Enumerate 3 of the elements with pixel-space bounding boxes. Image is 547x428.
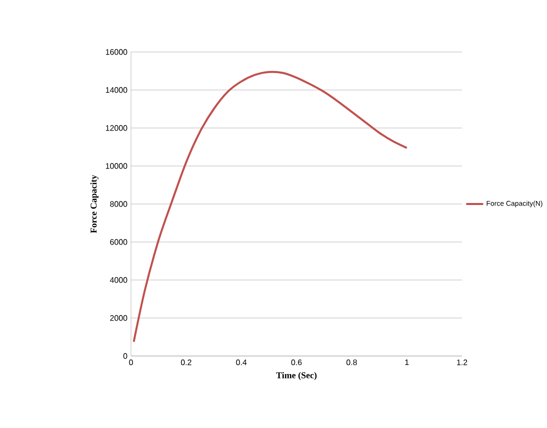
y-axis-title: Force Capacity — [90, 174, 98, 234]
line-series — [132, 70, 408, 343]
x-axis-title: Time (Sec) — [276, 372, 317, 380]
